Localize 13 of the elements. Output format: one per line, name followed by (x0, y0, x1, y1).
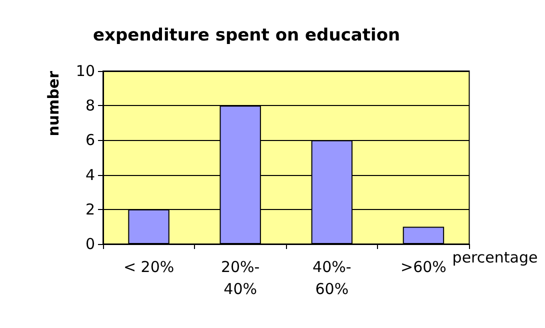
y-tick-label: 10 (76, 62, 95, 80)
y-axis-title: number (44, 70, 62, 136)
chart-title: expenditure spent on education (93, 26, 400, 46)
y-tick-label: 6 (85, 131, 95, 150)
y-tick-label: 2 (85, 200, 95, 218)
x-tick-label: 20%-40% (220, 258, 260, 298)
x-tick-label: >60% (400, 258, 446, 276)
x-tick-label: 40%-60% (312, 258, 352, 298)
y-tick-label: 0 (85, 235, 95, 253)
y-tick-label: 4 (85, 166, 95, 184)
x-axis-title: percentage (452, 248, 538, 266)
y-tick-label: 8 (85, 96, 95, 115)
x-tick-label: < 20% (123, 258, 174, 276)
